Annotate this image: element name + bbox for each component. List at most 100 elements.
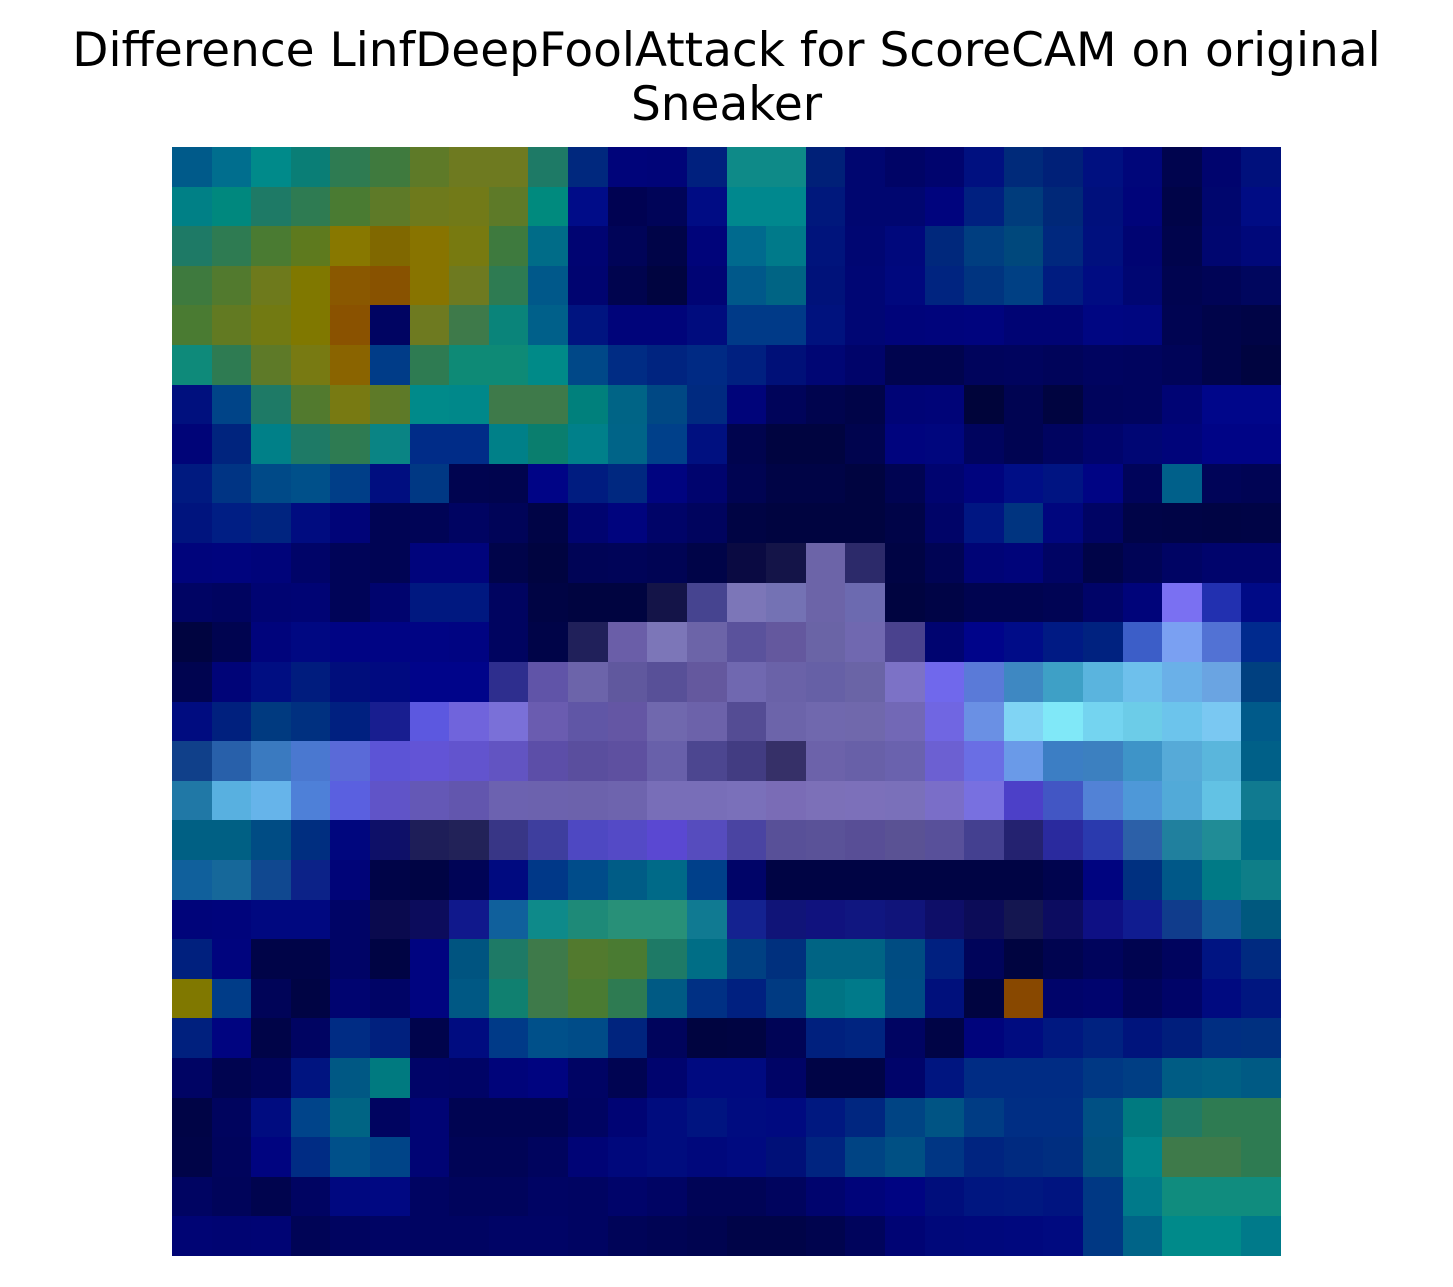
heatmap-cell-r0-c5 xyxy=(370,147,410,187)
heatmap-cell-r5-c20 xyxy=(964,345,1004,385)
heatmap-cell-r13-c2 xyxy=(251,662,291,702)
heatmap-cell-r26-c18 xyxy=(885,1177,925,1216)
heatmap-cell-r18-c19 xyxy=(925,860,964,900)
heatmap-cell-r3-c3 xyxy=(291,266,330,305)
heatmap-cell-r17-c4 xyxy=(330,820,370,860)
heatmap-cell-r19-c26 xyxy=(1202,900,1241,939)
heatmap-cell-r13-c5 xyxy=(370,662,410,702)
heatmap-cell-r27-c6 xyxy=(410,1216,449,1256)
heatmap-cell-r22-c19 xyxy=(925,1018,964,1058)
heatmap-cell-r6-c7 xyxy=(449,385,489,424)
heatmap-cell-r0-c18 xyxy=(885,147,925,187)
heatmap-cell-r11-c12 xyxy=(647,583,687,622)
heatmap-cell-r20-c18 xyxy=(885,939,925,979)
heatmap-cell-r17-c19 xyxy=(925,820,964,860)
heatmap-cell-r20-c4 xyxy=(330,939,370,979)
heatmap-cell-r2-c4 xyxy=(330,226,370,266)
heatmap-cell-r16-c15 xyxy=(766,781,806,820)
heatmap-cell-r25-c23 xyxy=(1083,1137,1123,1177)
heatmap-cell-r18-c25 xyxy=(1162,860,1202,900)
heatmap-cell-r8-c12 xyxy=(647,464,687,503)
heatmap-cell-r10-c17 xyxy=(845,543,885,583)
heatmap-cell-r2-c10 xyxy=(568,226,608,266)
heatmap-cell-r4-c11 xyxy=(608,305,647,345)
heatmap-cell-r15-c26 xyxy=(1202,741,1241,781)
heatmap-cell-r23-c27 xyxy=(1241,1058,1281,1098)
heatmap-cell-r19-c7 xyxy=(449,900,489,939)
heatmap-cell-r27-c4 xyxy=(330,1216,370,1256)
heatmap-cell-r9-c5 xyxy=(370,503,410,543)
heatmap-cell-r14-c7 xyxy=(449,702,489,741)
heatmap-cell-r7-c7 xyxy=(449,424,489,464)
heatmap-cell-r13-c16 xyxy=(806,662,845,702)
heatmap-cell-r24-c27 xyxy=(1241,1098,1281,1137)
heatmap-cell-r6-c5 xyxy=(370,385,410,424)
heatmap-cell-r18-c8 xyxy=(489,860,528,900)
heatmap-cell-r7-c11 xyxy=(608,424,647,464)
heatmap-cell-r19-c2 xyxy=(251,900,291,939)
heatmap-cell-r10-c20 xyxy=(964,543,1004,583)
heatmap-cell-r9-c16 xyxy=(806,503,845,543)
heatmap-cell-r15-c14 xyxy=(727,741,766,781)
heatmap-cell-r5-c21 xyxy=(1004,345,1043,385)
heatmap-cell-r20-c26 xyxy=(1202,939,1241,979)
heatmap-cell-r6-c21 xyxy=(1004,385,1043,424)
heatmap-cell-r4-c17 xyxy=(845,305,885,345)
heatmap-cell-r1-c9 xyxy=(528,187,568,226)
heatmap-cell-r9-c4 xyxy=(330,503,370,543)
heatmap-cell-r12-c19 xyxy=(925,622,964,662)
heatmap-cell-r0-c21 xyxy=(1004,147,1043,187)
heatmap-cell-r4-c19 xyxy=(925,305,964,345)
heatmap-cell-r15-c4 xyxy=(330,741,370,781)
heatmap-cell-r19-c12 xyxy=(647,900,687,939)
chart-title-line-1: Difference LinfDeepFoolAttack for ScoreC… xyxy=(72,23,1381,78)
heatmap-cell-r13-c1 xyxy=(212,662,251,702)
heatmap-cell-r15-c21 xyxy=(1004,741,1043,781)
heatmap-cell-r22-c14 xyxy=(727,1018,766,1058)
heatmap-cell-r15-c5 xyxy=(370,741,410,781)
heatmap-cell-r23-c10 xyxy=(568,1058,608,1098)
heatmap-cell-r25-c25 xyxy=(1162,1137,1202,1177)
heatmap-cell-r19-c16 xyxy=(806,900,845,939)
heatmap-cell-r26-c26 xyxy=(1202,1177,1241,1216)
heatmap-cell-r27-c11 xyxy=(608,1216,647,1256)
heatmap-cell-r27-c0 xyxy=(172,1216,212,1256)
heatmap-cell-r12-c5 xyxy=(370,622,410,662)
heatmap-cell-r9-c19 xyxy=(925,503,964,543)
heatmap-cell-r22-c25 xyxy=(1162,1018,1202,1058)
heatmap-cell-r4-c2 xyxy=(251,305,291,345)
heatmap-cell-r27-c20 xyxy=(964,1216,1004,1256)
heatmap-cell-r23-c16 xyxy=(806,1058,845,1098)
heatmap-cell-r4-c14 xyxy=(727,305,766,345)
heatmap-cell-r13-c23 xyxy=(1083,662,1123,702)
heatmap-cell-r6-c24 xyxy=(1123,385,1162,424)
heatmap-cell-r18-c1 xyxy=(212,860,251,900)
heatmap-cell-r21-c25 xyxy=(1162,979,1202,1018)
heatmap-cell-r5-c0 xyxy=(172,345,212,385)
heatmap-cell-r23-c11 xyxy=(608,1058,647,1098)
heatmap-cell-r10-c23 xyxy=(1083,543,1123,583)
heatmap-cell-r27-c25 xyxy=(1162,1216,1202,1256)
heatmap-cell-r3-c1 xyxy=(212,266,251,305)
heatmap-cell-r14-c14 xyxy=(727,702,766,741)
heatmap-cell-r23-c21 xyxy=(1004,1058,1043,1098)
heatmap-cell-r9-c25 xyxy=(1162,503,1202,543)
heatmap-cell-r15-c0 xyxy=(172,741,212,781)
heatmap-cell-r17-c18 xyxy=(885,820,925,860)
heatmap-cell-r1-c19 xyxy=(925,187,964,226)
heatmap-cell-r25-c7 xyxy=(449,1137,489,1177)
heatmap-cell-r25-c4 xyxy=(330,1137,370,1177)
heatmap-cell-r22-c7 xyxy=(449,1018,489,1058)
heatmap-cell-r22-c13 xyxy=(687,1018,727,1058)
heatmap-cell-r18-c18 xyxy=(885,860,925,900)
heatmap-cell-r6-c23 xyxy=(1083,385,1123,424)
heatmap-cell-r27-c26 xyxy=(1202,1216,1241,1256)
heatmap-cell-r13-c4 xyxy=(330,662,370,702)
heatmap-cell-r1-c5 xyxy=(370,187,410,226)
heatmap-cell-r22-c20 xyxy=(964,1018,1004,1058)
heatmap-cell-r16-c2 xyxy=(251,781,291,820)
heatmap-cell-r15-c18 xyxy=(885,741,925,781)
heatmap-cell-r27-c10 xyxy=(568,1216,608,1256)
heatmap-cell-r19-c24 xyxy=(1123,900,1162,939)
heatmap-cell-r18-c9 xyxy=(528,860,568,900)
